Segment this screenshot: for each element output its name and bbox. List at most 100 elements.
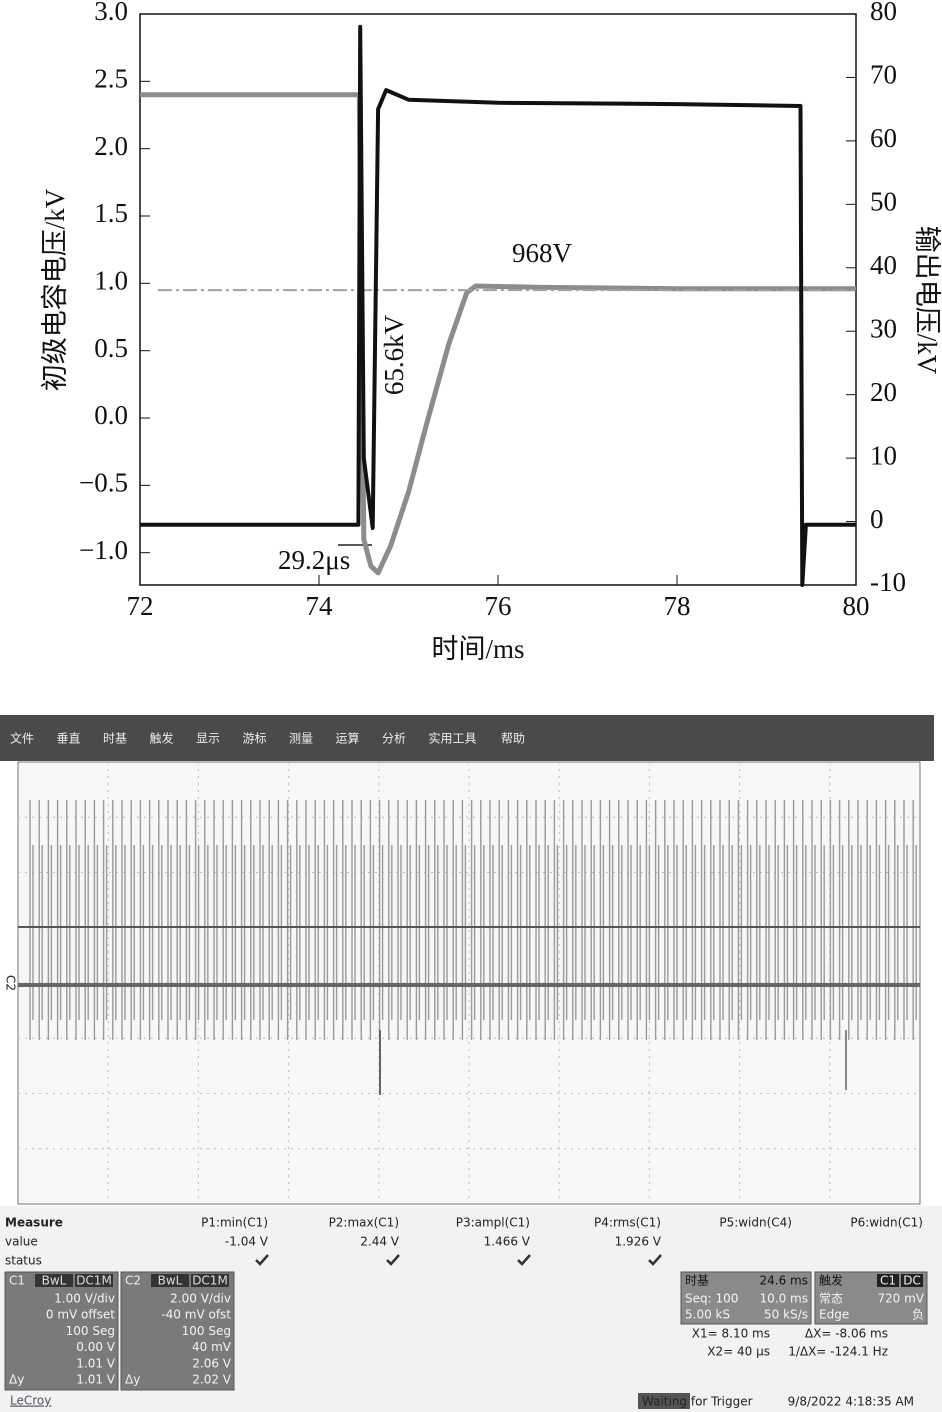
datetime: 9/8/2022 4:18:35 AM: [788, 1395, 914, 1409]
measure-row-label: value: [5, 1235, 38, 1249]
timebase-cell: Seq: 100: [685, 1292, 738, 1306]
x-tick-label: 80: [843, 591, 870, 621]
timebase-title: 时基: [685, 1274, 709, 1288]
menu-item[interactable]: 时基: [103, 732, 127, 746]
trigger-tag: [877, 1274, 899, 1287]
cursor-readout: 1/ΔX= -124.1 Hz: [788, 1345, 888, 1359]
menu-item[interactable]: 游标: [243, 732, 267, 746]
channel-id: C2: [125, 1274, 141, 1288]
channel-line: 2.02 V: [192, 1373, 232, 1387]
y2-tick-label: -10: [870, 567, 906, 597]
annotation: 29.2μs: [278, 545, 350, 575]
annotation: 65.6kV: [379, 314, 409, 395]
x-axis-label: 时间/ms: [431, 634, 524, 664]
trigger-cell: 常态: [819, 1292, 843, 1306]
channel-line: 0.00 V: [76, 1340, 116, 1354]
x-tick-label: 78: [664, 591, 691, 621]
menu-item[interactable]: 显示: [196, 732, 220, 746]
timebase-cell: 5.00 kS: [685, 1308, 730, 1322]
y2-tick-label: 70: [870, 60, 897, 90]
channel-tag-text: DC1M: [192, 1274, 228, 1288]
measure-name: P2:max(C1): [329, 1216, 399, 1230]
channel-line: 100 Seg: [182, 1324, 231, 1338]
y2-tick-label: 40: [870, 250, 897, 280]
channel-tag: [151, 1274, 189, 1287]
menu-bar: [0, 715, 934, 761]
channel-line: 0 mV offset: [46, 1308, 115, 1322]
brand: LeCroy: [10, 1394, 51, 1408]
measure-name: P1:min(C1): [201, 1216, 268, 1230]
channel-tag: [35, 1274, 73, 1287]
trigger-status: Waiting for Trigger: [642, 1395, 753, 1409]
x-tick-label: 76: [485, 591, 512, 621]
y-tick-label: 2.5: [94, 64, 128, 94]
y-tick-label: 0.5: [94, 333, 128, 363]
measure-value: -1.04 V: [225, 1235, 269, 1249]
y-tick-label: 3.0: [94, 0, 128, 26]
channel-line: 100 Seg: [66, 1324, 115, 1338]
x-tick-label: 74: [306, 591, 334, 621]
channel-tag-text: BwL: [42, 1274, 67, 1288]
channel-tag-text: DC1M: [76, 1274, 112, 1288]
cursor-readout: ΔX= -8.06 ms: [805, 1327, 888, 1341]
side-label: C2: [4, 975, 18, 991]
measure-value: 2.44 V: [360, 1235, 400, 1249]
menu-item[interactable]: 测量: [289, 732, 313, 746]
timebase-box[interactable]: [680, 1271, 812, 1325]
y2-tick-label: 30: [870, 313, 897, 343]
channel-delta: Δy: [125, 1373, 140, 1387]
channel-line: -40 mV ofst: [161, 1308, 231, 1322]
channel-delta: Δy: [9, 1373, 24, 1387]
channel-line: 1.01 V: [76, 1373, 116, 1387]
channel-line: 40 mV: [192, 1340, 232, 1354]
measure-row-label: status: [5, 1254, 42, 1268]
y2-tick-label: 10: [870, 440, 897, 470]
status-check: [255, 1254, 269, 1266]
measure-name: P6:widn(C1): [850, 1216, 923, 1230]
measure-title: Measure: [5, 1216, 63, 1230]
x-tick-label: 72: [127, 591, 154, 621]
y2-tick-label: 60: [870, 123, 897, 153]
channel-box[interactable]: [120, 1271, 235, 1391]
annotation: 968V: [512, 238, 573, 268]
plot-frame: [139, 13, 857, 586]
channel-line: 1.00 V/div: [54, 1292, 115, 1306]
trigger-tag: [901, 1274, 923, 1287]
data-line: [140, 92, 856, 576]
menu-item[interactable]: 触发: [150, 731, 174, 746]
menu-item[interactable]: 文件: [10, 731, 34, 746]
y-tick-label: 0.0: [94, 400, 128, 430]
timebase-value: 24.6 ms: [760, 1274, 808, 1288]
menu-item[interactable]: 垂直: [57, 732, 81, 746]
trigger-cell: 720 mV: [877, 1292, 924, 1306]
trigger-title: 触发: [819, 1273, 843, 1288]
y2-tick-label: 20: [870, 377, 897, 407]
menu-item[interactable]: 运算: [336, 731, 360, 746]
y-tick-label: 2.0: [94, 131, 128, 161]
menu-item[interactable]: 帮助: [501, 732, 525, 746]
y2-tick-label: 0: [870, 504, 884, 534]
waveform: [29, 800, 917, 1040]
y-tick-label: 1.5: [94, 198, 128, 228]
measure-name: P4:rms(C1): [594, 1216, 661, 1230]
y-tick-label: −0.5: [79, 468, 128, 498]
menu-item[interactable]: 分析: [382, 732, 406, 746]
cursor-readout: X1= 8.10 ms: [692, 1327, 770, 1341]
y2-tick-label: 80: [870, 0, 897, 26]
trigger-tag-text: DC: [903, 1274, 921, 1288]
y-axis-label: 初级电容电压/kV: [40, 188, 70, 391]
channel-line: 2.06 V: [192, 1356, 232, 1370]
channel-id: C1: [9, 1274, 25, 1288]
channel-box[interactable]: [4, 1271, 119, 1391]
timebase-cell: 10.0 ms: [760, 1292, 808, 1306]
y2-tick-label: 50: [870, 187, 897, 217]
y-tick-label: −1.0: [79, 535, 128, 565]
menu-item[interactable]: 实用工具: [429, 731, 477, 746]
measure-value: 1.926 V: [615, 1235, 662, 1249]
channel-line: 2.00 V/div: [170, 1292, 231, 1306]
status-check: [517, 1254, 531, 1266]
status-check: [648, 1254, 662, 1266]
data-line: [140, 24, 856, 587]
channel-tag-text: BwL: [158, 1274, 183, 1288]
